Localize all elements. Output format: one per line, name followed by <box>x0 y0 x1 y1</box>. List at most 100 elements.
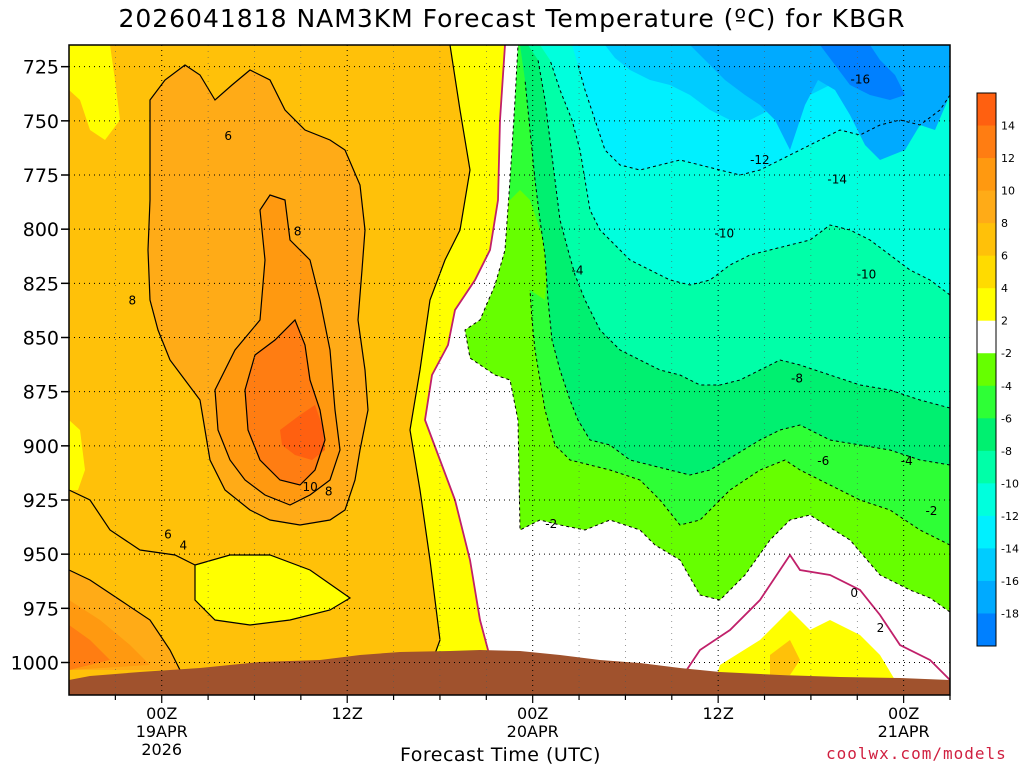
contour-label: -4 <box>572 263 584 277</box>
fill-2-to-4-left <box>69 45 120 140</box>
contour-4 <box>409 45 471 695</box>
colorbar-label: -10 <box>1001 477 1019 490</box>
contour-label: 10 <box>302 480 317 494</box>
y-tick-label: 825 <box>23 273 59 295</box>
zero-line-main <box>424 45 506 695</box>
fill-2-to-4-lower <box>195 555 350 625</box>
contour-minus2 <box>464 45 950 613</box>
contour-label: -10 <box>715 227 735 241</box>
y-tick-label: 975 <box>23 598 59 620</box>
y-tick-label: 950 <box>23 544 59 566</box>
colorbar-label: 10 <box>1001 185 1015 198</box>
fill-plus2-to-minus2 <box>425 45 950 695</box>
colorbar-label: 12 <box>1001 152 1015 165</box>
colorbar-swatch <box>977 450 996 484</box>
chart-title: 2026041818 NAM3KM Forecast Temperature (… <box>118 4 906 33</box>
contour-minus12 <box>577 64 950 176</box>
contour-label: -4 <box>901 454 913 468</box>
contour-label: 8 <box>129 294 137 308</box>
contour-label: -2 <box>925 504 937 518</box>
colorbar-label: 8 <box>1001 217 1008 230</box>
colorbar-swatch <box>977 385 996 419</box>
x-tick-label: 12Z <box>332 704 363 723</box>
fill-4-to-6-late <box>770 640 800 675</box>
contour-6-left <box>69 489 196 566</box>
x-tick-label: 00Z <box>517 704 548 723</box>
contour-4-lower <box>194 554 352 626</box>
colorbar-label: -12 <box>1001 510 1019 523</box>
colorbar-label: 14 <box>1001 120 1015 133</box>
colorbar-swatch <box>977 158 996 192</box>
x-tick-label: 19APR <box>136 722 188 741</box>
source-credit[interactable]: coolwx.com/models <box>826 744 1007 763</box>
zero-contour <box>424 45 950 695</box>
colorbar-label: -6 <box>1001 412 1012 425</box>
dashed-contours <box>464 45 950 613</box>
contour-lines <box>69 45 471 695</box>
contour-minus8 <box>537 59 950 409</box>
colorbar-swatch <box>977 320 996 354</box>
y-tick-label: 900 <box>23 436 59 458</box>
contour-label: 6 <box>224 129 232 143</box>
x-tick-label: 21APR <box>878 722 930 741</box>
contour-minus10 <box>549 59 950 296</box>
colorbar-swatch <box>977 515 996 549</box>
fill-12-to-14-left <box>69 625 110 670</box>
contour-label: 0 <box>850 586 858 600</box>
contour-minus4 <box>529 289 950 546</box>
colorbar-label: -2 <box>1001 347 1012 360</box>
colorbar-frame <box>976 92 997 647</box>
fill-2-to-4 <box>410 45 505 695</box>
colorbar-swatch <box>977 288 996 322</box>
contour-label: 8 <box>294 224 302 238</box>
colorbar-swatch <box>977 580 996 614</box>
colorbar: 14 12 10 8 6 4 2 -2 -4 -6 -8 -10 -12 -14 -16 -18 <box>976 92 1019 647</box>
y-tick-label: 775 <box>23 165 59 187</box>
colorbar-swatch <box>977 353 996 387</box>
y-tick-label: 750 <box>23 111 59 133</box>
colorbar-swatch <box>977 223 996 257</box>
contour-label: -12 <box>750 153 770 167</box>
fill-2-to-4-left2 <box>69 420 85 490</box>
colorbar-swatch <box>977 190 996 224</box>
contour-10 <box>214 194 341 506</box>
contour-label: 2 <box>877 621 885 635</box>
colorbar-label: -8 <box>1001 445 1012 458</box>
colorbar-label: 2 <box>1001 315 1008 328</box>
y-axis: 725 750 775 800 825 850 875 900 925 950 975 1000 <box>11 57 69 675</box>
contour-12 <box>244 318 326 486</box>
contour-minus6 <box>524 79 950 476</box>
x-tick-label: 2026 <box>141 740 182 759</box>
contour-label: -2 <box>545 517 557 531</box>
plot-frame <box>68 44 951 696</box>
colorbar-swatch <box>977 93 996 127</box>
colorbar-label: -4 <box>1001 380 1012 393</box>
colorbar-swatch <box>977 255 996 289</box>
colorbar-label: 4 <box>1001 282 1008 295</box>
colorbar-label: -14 <box>1001 542 1019 555</box>
y-tick-label: 800 <box>23 219 59 241</box>
contour-label: 6 <box>164 528 172 542</box>
colorbar-label: 6 <box>1001 250 1008 263</box>
colorbar-swatch <box>977 548 996 582</box>
x-tick-label: 20APR <box>507 722 559 741</box>
terrain <box>69 650 950 695</box>
colorbar-label: -16 <box>1001 575 1019 588</box>
contour-label: -14 <box>827 172 847 186</box>
x-tick-label: 12Z <box>702 704 733 723</box>
contour-label: 8 <box>325 484 333 498</box>
y-tick-label: 1000 <box>11 653 59 675</box>
zero-line-late <box>679 553 950 681</box>
colorbar-label: -18 <box>1001 607 1019 620</box>
contour-8 <box>147 64 369 526</box>
y-tick-label: 725 <box>23 57 59 79</box>
contour-label: -8 <box>791 372 803 386</box>
contour-label: -16 <box>851 73 871 87</box>
x-tick-label: 00Z <box>888 704 919 723</box>
contour-label: 4 <box>180 539 188 553</box>
contour-8-left <box>69 569 181 671</box>
y-tick-label: 925 <box>23 490 59 512</box>
